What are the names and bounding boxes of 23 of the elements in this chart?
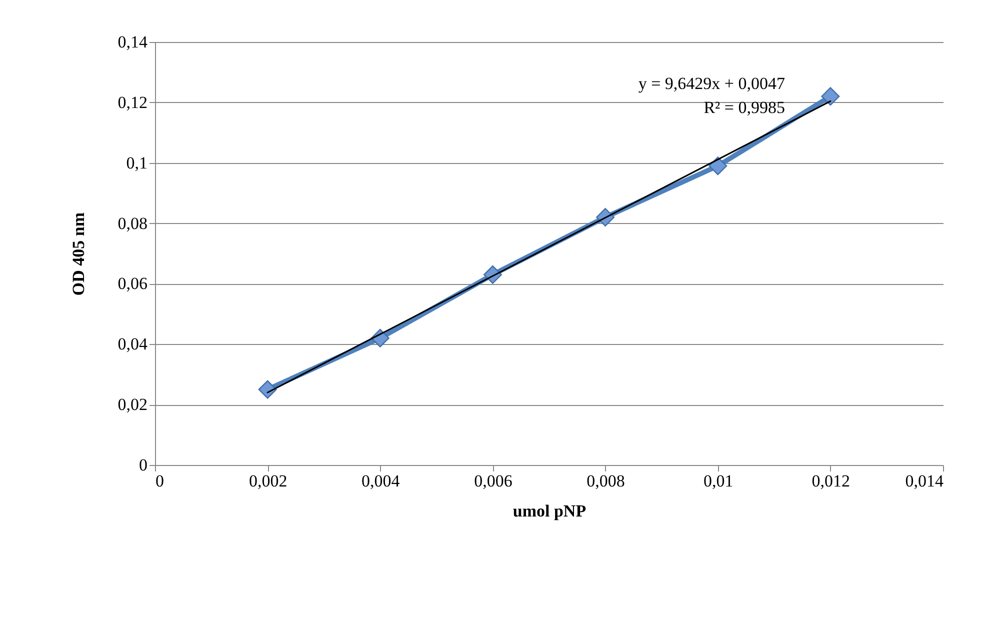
x-tick-label: 0,002 <box>248 472 288 490</box>
x-axis-title: umol pNP <box>512 502 586 520</box>
y-tick-label: 0,12 <box>118 92 148 112</box>
y-tick-label: 0,02 <box>118 395 148 414</box>
point <box>258 380 277 399</box>
y-tick-label: 0,1 <box>126 153 148 172</box>
y-tick-label: 0 <box>139 456 148 474</box>
x-tick-label: 0,008 <box>586 472 625 490</box>
x-tick-label: 0 <box>156 472 164 490</box>
x-tick-label: 0,012 <box>812 472 850 490</box>
y-tick-label: 0,14 <box>118 32 148 52</box>
point <box>821 87 840 106</box>
annotation: y = 9,6429x + 0,0047 <box>638 74 786 93</box>
y-axis-title: OD 405 nm <box>68 212 88 296</box>
annotation: R² = 0,9985 <box>704 98 785 117</box>
x-tick-label: 0,006 <box>474 472 512 490</box>
x-tick-label: 0,014 <box>905 472 944 490</box>
y-tick-label: 0,08 <box>118 214 148 233</box>
y-tick-label: 0,06 <box>118 274 148 294</box>
x-tick-label: 0,01 <box>703 472 734 490</box>
point <box>708 156 728 176</box>
y-tick-label: 0,04 <box>118 334 148 354</box>
x-tick-label: 0,004 <box>362 472 400 490</box>
